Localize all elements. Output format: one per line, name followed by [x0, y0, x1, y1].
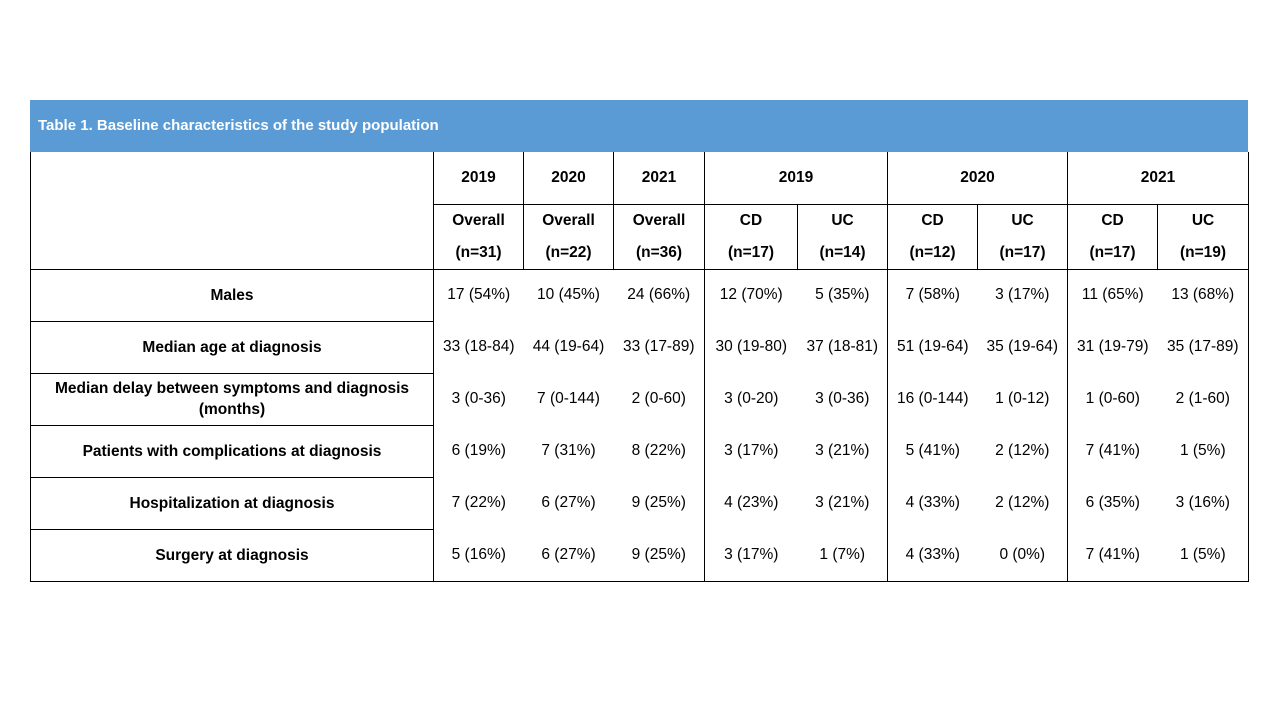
group-header: Overall (n=31) [433, 204, 524, 270]
group-header: CD (n=17) [704, 204, 798, 270]
table-cell: 7 (41%) [1067, 529, 1158, 582]
table-row: Surgery at diagnosis 5 (16%) 6 (27%) 9 (… [30, 529, 1250, 582]
table-cell: 11 (65%) [1081, 286, 1144, 304]
table-cell: 1 (5%) [1157, 425, 1250, 477]
table-cell: 7 (22%) [451, 494, 506, 511]
table-row: Median age at diagnosis 33 (18-84) 44 (1… [30, 321, 1250, 374]
table-cell: 1 (5%) [1157, 529, 1250, 582]
corner-cell [30, 152, 434, 270]
row-label: Hospitalization at diagnosis [30, 477, 434, 530]
baseline-table: Table 1. Baseline characteristics of the… [30, 100, 1250, 582]
table-row: Males 17 (54%) 10 (45%) 24 (66%) 12 (70%… [30, 269, 1250, 322]
table-row: Hospitalization at diagnosis 7 (22%) 6 (… [30, 477, 1250, 530]
table-cell: 24 (66%) [613, 269, 705, 321]
table-cell: 1 (7%) [797, 529, 889, 582]
table-cell: 9 (25%) [613, 477, 705, 529]
table-cell: 31 (19-79) [1077, 338, 1149, 355]
group-header: UC (n=17) [977, 204, 1069, 270]
table-cell: 6 (19%) [451, 442, 506, 459]
year-header: 2021 [1067, 152, 1250, 205]
table-cell: 3 (0-36) [451, 390, 506, 407]
row-label: Patients with complications at diagnosis [30, 425, 434, 478]
table-cell: 3 (21%) [797, 425, 889, 477]
table-cell: 5 (35%) [797, 269, 889, 321]
table-cell: 17 (54%) [447, 286, 511, 304]
table-cell: 9 (25%) [613, 529, 705, 582]
table-cell: 33 (17-89) [613, 321, 705, 373]
table-cell: 2 (0-60) [613, 373, 705, 425]
table-cell: 8 (22%) [613, 425, 705, 477]
table-cell: 3 (17%) [977, 269, 1069, 321]
table-cell: 3 (21%) [797, 477, 889, 529]
table-cell: 3 (17%) [704, 529, 798, 582]
group-header: Overall (n=22) [523, 204, 614, 270]
table-title: Table 1. Baseline characteristics of the… [30, 100, 1248, 152]
table-row: Patients with complications at diagnosis… [30, 425, 1250, 478]
year-header: 2020 [523, 152, 614, 205]
group-header-row: Overall (n=31) Overall (n=22) Overall (n=36… [31, 204, 1250, 270]
year-header: 2021 [613, 152, 705, 205]
table-cell: 35 (19-64) [977, 321, 1069, 373]
table-cell: 2 (12%) [977, 425, 1069, 477]
group-header: UC (n=14) [797, 204, 889, 270]
data-table: 2019 2020 2021 2019 2020 2021 Overall (n=… [30, 152, 1250, 582]
table-cell: 10 (45%) [537, 286, 600, 304]
table-cell: 35 (17-89) [1157, 321, 1250, 373]
table-cell: 0 (0%) [977, 529, 1069, 582]
table-cell: 5 (41%) [905, 442, 960, 459]
table-cell: 4 (23%) [724, 494, 779, 511]
year-header: 2019 [704, 152, 889, 205]
year-header: 2019 [433, 152, 524, 205]
table-cell: 44 (19-64) [532, 338, 605, 355]
table-cell: 30 (19-80) [715, 338, 787, 355]
table-cell: 37 (18-81) [797, 321, 889, 373]
table-cell: 2 (12%) [977, 477, 1069, 529]
table-cell: 6 (27%) [541, 494, 596, 511]
table-cell: 7 (0-144) [537, 390, 600, 407]
table-cell: 5 (16%) [433, 529, 524, 582]
table-cell: 2 (1-60) [1157, 373, 1250, 425]
group-header: CD (n=17) [1067, 204, 1159, 270]
group-header: UC (n=19) [1157, 204, 1250, 270]
table-cell: 3 (17%) [724, 442, 779, 459]
table-cell: 12 (70%) [719, 286, 783, 304]
table-cell: 33 (18-84) [442, 338, 515, 355]
table-cell: 7 (31%) [541, 442, 596, 459]
table-cell: 51 (19-64) [897, 338, 969, 355]
table-row: Median delay between symptoms and diagno… [30, 373, 1250, 426]
table-cell: 3 (0-36) [797, 373, 889, 425]
table-cell: 4 (33%) [887, 529, 978, 582]
group-header: Overall (n=36) [613, 204, 705, 270]
table-cell: 4 (33%) [905, 494, 960, 511]
row-label: Median age at diagnosis [30, 321, 434, 374]
table-cell: 7 (58%) [905, 286, 960, 304]
table-cell: 3 (16%) [1157, 477, 1250, 529]
row-label: Median delay between symptoms and diagno… [30, 373, 434, 426]
table-cell: 6 (35%) [1085, 494, 1140, 511]
table-cell: 1 (0-60) [1085, 390, 1140, 407]
year-header: 2020 [887, 152, 1069, 205]
group-header: CD (n=12) [887, 204, 979, 270]
table-cell: 1 (0-12) [977, 373, 1069, 425]
year-header-row: 2019 2020 2021 2019 2020 2021 [30, 152, 1250, 270]
row-label: Males [30, 269, 434, 322]
table-cell: 13 (68%) [1157, 269, 1250, 321]
table-cell: 6 (27%) [523, 529, 614, 582]
table-cell: 3 (0-20) [724, 390, 779, 407]
row-label: Surgery at diagnosis [30, 529, 434, 582]
table-cell: 16 (0-144) [897, 390, 969, 407]
table-cell: 7 (41%) [1085, 442, 1140, 459]
